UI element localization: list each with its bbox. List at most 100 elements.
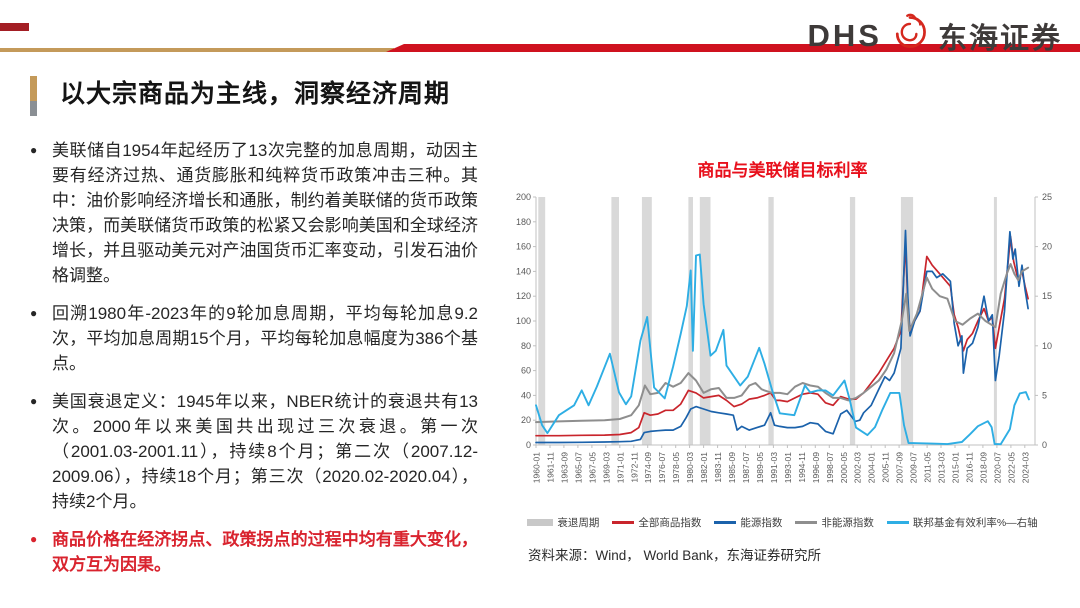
chart-panel: 商品与美联储目标利率 0 20 40 60 80 100 120 140 160 180 200 0 5… bbox=[500, 150, 1065, 564]
bullet-text: 回溯1980年-2023年的9轮加息周期，平均每轮加息9.2次，平均加息周期15… bbox=[52, 304, 478, 373]
bullet-dot-icon: ● bbox=[30, 532, 38, 546]
x-axis-tick-label: 2004-01 bbox=[867, 452, 877, 483]
bullet-item-3: ● 美国衰退定义：1945年以来，NBER统计的衰退共有13次。2000年以来美国… bbox=[30, 389, 478, 514]
bullet-list: ● 美联储自1954年起经历了13次完整的加息周期，动因主要有经济过热、通货膨胀和… bbox=[30, 138, 478, 590]
right-axis-tick-label: 10 bbox=[1042, 341, 1052, 351]
left-axis-tick-label: 60 bbox=[521, 366, 531, 376]
series-能源指数 bbox=[535, 229, 1029, 444]
x-axis-tick-label: 2002-03 bbox=[853, 452, 863, 483]
legend-item-4: 非能源指数 bbox=[795, 515, 874, 530]
legend-swatch bbox=[714, 521, 737, 524]
left-axis-tick-label: 160 bbox=[516, 242, 531, 252]
recession-band bbox=[538, 197, 546, 445]
bullet-dot-icon: ● bbox=[30, 143, 38, 157]
left-axis-tick-label: 200 bbox=[516, 192, 531, 202]
bullet-item-2: ● 回溯1980年-2023年的9轮加息周期，平均每轮加息9.2次，平均加息周期1… bbox=[30, 301, 478, 376]
legend-swatch bbox=[527, 519, 554, 526]
chart-source: 资料来源：Wind， World Bank，东海证券研究所 bbox=[528, 548, 822, 563]
x-axis-tick-label: 1987-07 bbox=[741, 452, 751, 483]
x-axis-tick-label: 1989-05 bbox=[755, 452, 765, 483]
x-axis-tick-label: 1961-11 bbox=[546, 452, 556, 483]
brand-name: 东海证券 bbox=[937, 22, 1062, 55]
legend-item-3: 能源指数 bbox=[714, 515, 782, 530]
x-axis-tick-label: 2005-11 bbox=[881, 452, 891, 483]
brand-abbr: DHS bbox=[807, 17, 882, 53]
bullet-dot-icon: ● bbox=[30, 306, 38, 320]
title-accent-bar bbox=[30, 76, 37, 116]
legend-swatch bbox=[795, 521, 818, 524]
x-axis-tick-label: 1969-03 bbox=[601, 452, 611, 483]
x-axis-tick-label: 1991-03 bbox=[769, 452, 779, 483]
x-axis-tick-label: 1998-07 bbox=[825, 452, 835, 483]
recession-band bbox=[768, 197, 774, 445]
left-axis-tick-label: 20 bbox=[521, 415, 531, 425]
legend-swatch bbox=[612, 521, 635, 524]
left-axis-tick-label: 80 bbox=[521, 341, 531, 351]
x-axis-tick-label: 2013-03 bbox=[937, 452, 947, 483]
legend-item-1: 衰退周期 bbox=[527, 515, 599, 530]
axis-lines bbox=[533, 196, 1038, 446]
x-axis-tick-label: 1978-05 bbox=[671, 452, 681, 483]
bullet-item-1: ● 美联储自1954年起经历了13次完整的加息周期，动因主要有经济过热、通货膨胀和… bbox=[30, 138, 478, 288]
series-联邦基金有效利率%—右轴 bbox=[535, 253, 1030, 446]
x-axis-tick-label: 2016-11 bbox=[965, 452, 975, 483]
left-axis-tick-label: 180 bbox=[516, 217, 531, 227]
right-axis-tick-label: 20 bbox=[1042, 242, 1052, 252]
x-axis-tick-label: 1963-09 bbox=[559, 452, 569, 483]
x-axis-tick-label: 2009-07 bbox=[909, 452, 919, 483]
x-axis-tick-label: 1967-05 bbox=[587, 452, 597, 483]
x-axis-tick-label: 1965-07 bbox=[573, 452, 583, 483]
brand-logo: DHS 东海证券 bbox=[808, 13, 1062, 58]
bullet-text: 美国衰退定义：1945年以来，NBER统计的衰退共有13次。2000年以来美国共… bbox=[52, 392, 478, 511]
recession-band bbox=[688, 197, 693, 445]
page-title: 以大宗商品为主线，洞察经济周期 bbox=[60, 80, 451, 108]
x-axis-tick-label: 2020-07 bbox=[992, 452, 1002, 483]
legend-label: 衰退周期 bbox=[557, 517, 600, 529]
x-axis-tick-label: 2011-05 bbox=[923, 452, 933, 483]
right-axis-tick-label: 25 bbox=[1042, 192, 1052, 202]
bullet-item-4: ● 商品价格在经济拐点、政策拐点的过程中均有重大变化，双方互为因果。 bbox=[30, 527, 478, 577]
left-axis-tick-label: 120 bbox=[516, 291, 531, 301]
recession-band bbox=[849, 197, 856, 445]
series-非能源指数 bbox=[535, 263, 1030, 424]
x-axis-tick-label: 1982-01 bbox=[699, 452, 709, 483]
x-axis-tick-label: 2022-05 bbox=[1006, 452, 1016, 483]
x-axis-tick-label: 2024-03 bbox=[1020, 452, 1030, 483]
bullet-dot-icon: ● bbox=[30, 394, 38, 408]
x-axis-tick-label: 1976-07 bbox=[657, 452, 667, 483]
line-chart: 0 20 40 60 80 100 120 140 160 180 200 0 5 10 15 20 25 196… bbox=[500, 183, 1065, 515]
legend-label: 联邦基金有效利率%—右轴 bbox=[912, 517, 1038, 529]
x-axis-tick-label: 1980-03 bbox=[685, 452, 695, 483]
x-axis-tick-label: 1972-11 bbox=[629, 452, 639, 483]
dragon-logo-icon bbox=[890, 13, 930, 58]
x-axis-tick-label: 1974-09 bbox=[643, 452, 653, 483]
legend-label: 非能源指数 bbox=[821, 517, 874, 529]
bullet-text: 美联储自1954年起经历了13次完整的加息周期，动因主要有经济过热、通货膨胀和纯… bbox=[52, 141, 478, 285]
x-axis-tick-label: 2018-09 bbox=[978, 452, 988, 483]
x-axis-tick-label: 1960-01 bbox=[532, 452, 542, 483]
x-axis-tick-label: 2000-05 bbox=[839, 452, 849, 483]
x-axis-tick-label: 2015-01 bbox=[951, 452, 961, 483]
bullet-text: 商品价格在经济拐点、政策拐点的过程中均有重大变化，双方互为因果。 bbox=[52, 530, 478, 574]
recession-band bbox=[611, 197, 619, 445]
x-axis-tick-label: 1983-11 bbox=[713, 452, 723, 483]
x-axis-tick-label: 1993-01 bbox=[783, 452, 793, 483]
x-axis-tick-label: 2007-09 bbox=[895, 452, 905, 483]
header-rule-red bbox=[386, 44, 1080, 52]
left-axis-tick-label: 0 bbox=[526, 440, 531, 450]
legend-label: 能源指数 bbox=[740, 517, 783, 529]
x-axis-tick-label: 1985-09 bbox=[727, 452, 737, 483]
x-axis-tick-label: 1996-09 bbox=[811, 452, 821, 483]
left-axis-tick-label: 100 bbox=[516, 316, 531, 326]
legend-swatch bbox=[886, 521, 909, 524]
legend-item-2: 全部商品指数 bbox=[612, 515, 701, 530]
right-axis-tick-label: 15 bbox=[1042, 291, 1052, 301]
left-axis-tick-label: 140 bbox=[516, 266, 531, 276]
x-axis-tick-label: 1994-11 bbox=[797, 452, 807, 483]
chart-legend: 衰退周期 全部商品指数 能源指数 非能源指数 联邦基金有效利率%—右轴 bbox=[500, 515, 1065, 530]
x-axis-tick-label: 1971-01 bbox=[615, 452, 625, 483]
header-rule-gold bbox=[0, 48, 394, 52]
series-全部商品指数 bbox=[535, 235, 1029, 437]
right-axis-tick-label: 5 bbox=[1042, 390, 1047, 400]
